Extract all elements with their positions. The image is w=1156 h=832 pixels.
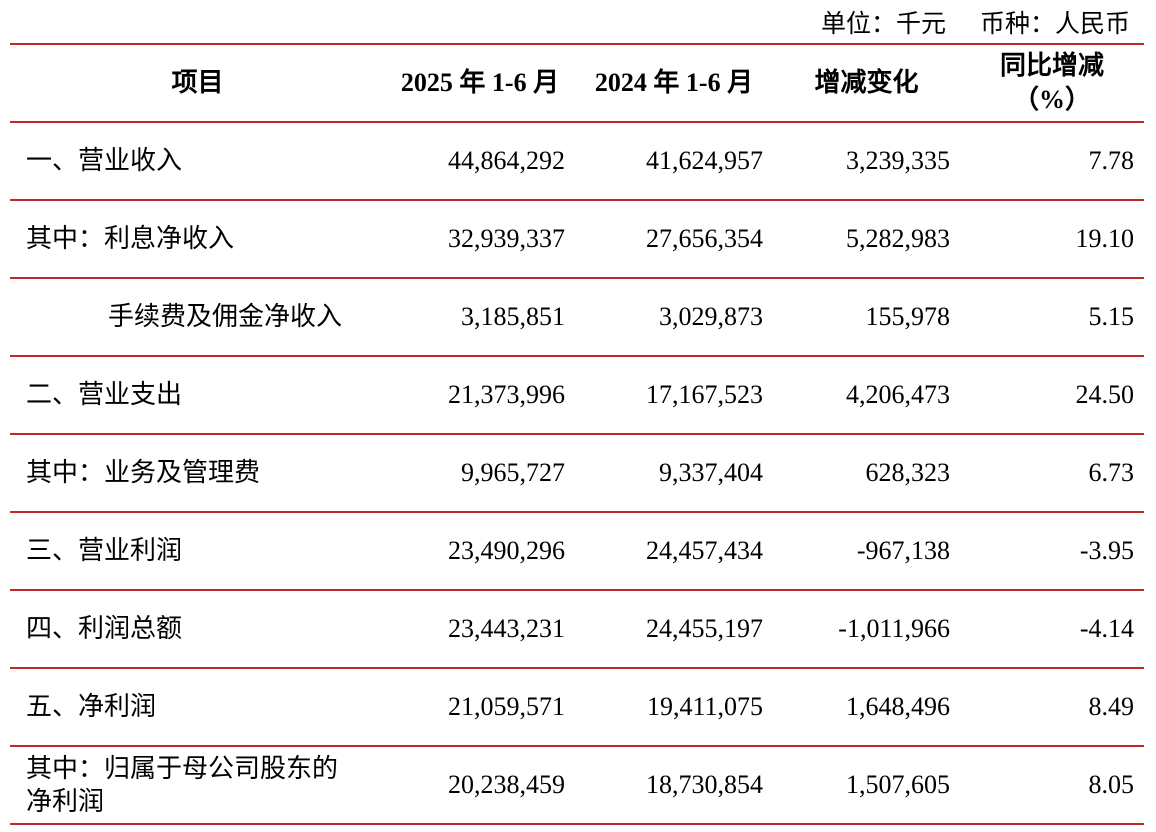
table-row: 一、营业收入 44,864,292 41,624,957 3,239,335 7.78 [10, 121, 1144, 201]
cell-value: 3,029,873 [575, 277, 773, 357]
cell-value: 24,457,434 [575, 511, 773, 591]
income-table: 项目 2025 年 1-6 月 2024 年 1-6 月增减变化 同比增减 （%） 一、… [10, 43, 1144, 825]
table-row: 四、利润总额 23,443,231 24,455,197 -1,011,966 -4.1… [10, 589, 1144, 669]
table-row: 五、净利润 21,059,571 19,411,075 1,648,496 8.49 [10, 667, 1144, 747]
row-label: 其中：归属于母公司股东的净利润 [10, 745, 385, 825]
currency: 币种：人民币 [979, 11, 1130, 38]
cell-value: 4,206,473 [773, 355, 960, 435]
cell-value: -1,011,966 [773, 589, 960, 669]
cell-value: 44,864,292 [385, 121, 575, 201]
row-label-text: 四、利润总额 [26, 614, 183, 643]
cell-value: 9,965,727 [385, 433, 575, 513]
cell-value: -4.14 [960, 589, 1144, 669]
row-label: 一、营业收入 [10, 121, 385, 201]
cell-value: 5,282,983 [773, 199, 960, 279]
cell-value: 17,167,523 [575, 355, 773, 435]
cell-value: -967,138 [773, 511, 960, 591]
cell-value: 1,507,605 [773, 745, 960, 825]
row-label: 四、利润总额 [10, 589, 385, 669]
cell-value: 7.78 [960, 121, 1144, 201]
row-label: 其中：利息净收入 [10, 199, 385, 279]
row-label-text: 二、营业支出 [26, 380, 183, 409]
cell-value: 23,490,296 [385, 511, 575, 591]
row-label-text: 其中：业务及管理费 [26, 458, 261, 487]
header-cell: 增减变化 [773, 43, 960, 123]
table-row: 手续费及佣金净收入 3,185,851 3,029,873 155,978 5.15 [10, 277, 1144, 357]
cell-value: 3,185,851 [385, 277, 575, 357]
row-label-text: 其中：利息净收入 [26, 224, 235, 253]
row-label: 其中：业务及管理费 [10, 433, 385, 513]
cell-value: 9,337,404 [575, 433, 773, 513]
row-label-text: 一、营业收入 [26, 146, 183, 175]
cell-value: 24,455,197 [575, 589, 773, 669]
header-line: 同比增减 [999, 51, 1104, 80]
table-row: 二、营业支出 21,373,996 17,167,523 4,206,473 24.50 [10, 355, 1144, 435]
cell-value: 19.10 [960, 199, 1144, 279]
row-label-text: 其中：归属于母公司股东的净利润 [26, 753, 339, 816]
cell-value: 3,239,335 [773, 121, 960, 201]
cell-value: 18,730,854 [575, 745, 773, 825]
row-label-text: 手续费及佣金净收入 [108, 302, 343, 331]
table-row: 其中：利息净收入 32,939,337 27,656,354 5,282,983 19.… [10, 199, 1144, 279]
table-row: 其中：业务及管理费 9,965,727 9,337,404 628,323 6.73 [10, 433, 1144, 513]
row-label-text: 三、营业利润 [26, 536, 183, 565]
header-cell: 同比增减 （%） [960, 43, 1144, 123]
unit-note: 单位：千元 币种：人民币 [821, 4, 1130, 40]
header-cell: 2025 年 1-6 月 [385, 43, 575, 123]
row-label: 二、营业支出 [10, 355, 385, 435]
cell-value: 5.15 [960, 277, 1144, 357]
cell-value: 6.73 [960, 433, 1144, 513]
cell-value: 20,238,459 [385, 745, 575, 825]
table-row: 其中：归属于母公司股东的净利润 20,238,459 18,730,854 1,507… [10, 745, 1144, 825]
cell-value: 155,978 [773, 277, 960, 357]
header-row: 项目 2025 年 1-6 月 2024 年 1-6 月增减变化 同比增减 （%） [10, 43, 1144, 123]
cell-value: 1,648,496 [773, 667, 960, 747]
cell-value: 41,624,957 [575, 121, 773, 201]
header-line: （%） [1012, 85, 1091, 114]
cell-value: 19,411,075 [575, 667, 773, 747]
cell-value: 27,656,354 [575, 199, 773, 279]
cell-value: 8.05 [960, 745, 1144, 825]
cell-value: 21,059,571 [385, 667, 575, 747]
table-header: 项目 2025 年 1-6 月 2024 年 1-6 月增减变化 同比增减 （%） [10, 43, 1144, 123]
cell-value: 628,323 [773, 433, 960, 513]
unit: 单位：千元 [820, 11, 946, 38]
cell-value: 8.49 [960, 667, 1144, 747]
header-cell: 项目 [10, 43, 385, 123]
row-label: 五、净利润 [10, 667, 385, 747]
cell-value: 24.50 [960, 355, 1144, 435]
row-label: 手续费及佣金净收入 [10, 277, 385, 357]
cell-value: 23,443,231 [385, 589, 575, 669]
cell-value: 32,939,337 [385, 199, 575, 279]
cell-value: -3.95 [960, 511, 1144, 591]
row-label: 三、营业利润 [10, 511, 385, 591]
table-row: 三、营业利润 23,490,296 24,457,434 -967,138 -3.95 [10, 511, 1144, 591]
cell-value: 21,373,996 [385, 355, 575, 435]
table-body: 一、营业收入 44,864,292 41,624,957 3,239,335 7.78 其… [10, 121, 1144, 825]
header-cell: 2024 年 1-6 月 [575, 43, 773, 123]
row-label-text: 五、净利润 [26, 692, 157, 721]
